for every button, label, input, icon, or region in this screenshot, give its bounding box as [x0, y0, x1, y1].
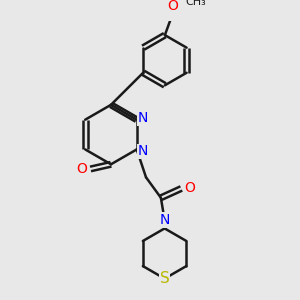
Text: O: O	[167, 0, 178, 13]
Text: O: O	[184, 182, 195, 196]
Text: N: N	[138, 111, 148, 125]
Text: O: O	[77, 162, 88, 176]
Text: CH₃: CH₃	[185, 0, 206, 7]
Text: S: S	[160, 271, 170, 286]
Text: N: N	[138, 144, 148, 158]
Text: N: N	[159, 213, 170, 227]
